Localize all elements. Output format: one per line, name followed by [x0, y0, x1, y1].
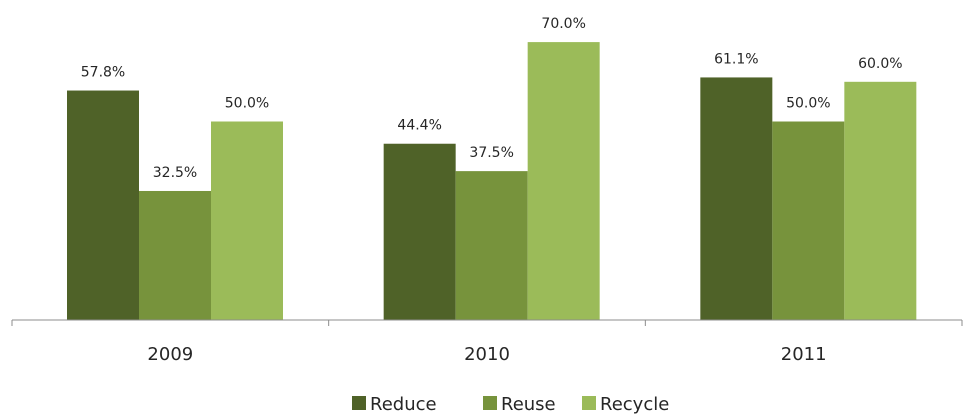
data-labels-group: 57.8% 32.5% 50.0% 44.4% 37.5% 70.0% 61.1% 50.0%… [81, 16, 903, 181]
x-axis: 2009 2010 2011 [11, 319, 963, 365]
bar-recycle-2010 [527, 42, 600, 320]
bar-recycle-2011 [844, 81, 917, 320]
legend-label-reuse: Reuse [501, 394, 556, 415]
x-tick-label-2009: 2009 [147, 344, 193, 365]
data-label-reduce-2010: 44.4% [397, 118, 441, 134]
bar-reuse-2010 [455, 171, 528, 320]
bar-recycle-2009 [211, 121, 283, 320]
bar-reuse-2011 [772, 121, 845, 320]
legend-swatch-reduce [352, 396, 366, 410]
bar-reduce-2010 [383, 143, 456, 320]
legend-label-recycle: Recycle [600, 394, 669, 415]
data-label-recycle-2010: 70.0% [541, 16, 585, 32]
legend-label-reduce: Reduce [370, 394, 437, 415]
bar-reuse-2009 [139, 190, 211, 320]
data-label-reuse-2009: 32.5% [153, 165, 197, 181]
x-tick-label-2010: 2010 [464, 344, 510, 365]
data-label-recycle-2011: 60.0% [858, 56, 902, 72]
legend: Reduce Reuse Recycle [352, 394, 669, 415]
bars-group [67, 42, 917, 320]
data-label-reduce-2011: 61.1% [714, 51, 758, 67]
data-label-recycle-2009: 50.0% [225, 96, 269, 112]
data-label-reduce-2009: 57.8% [81, 65, 125, 81]
bar-reduce-2009 [67, 90, 139, 320]
data-label-reuse-2010: 37.5% [469, 145, 513, 161]
legend-swatch-recycle [582, 396, 596, 410]
x-tick-label-2011: 2011 [781, 344, 827, 365]
bar-reduce-2011 [700, 77, 773, 320]
legend-swatch-reuse [483, 396, 497, 410]
data-label-reuse-2011: 50.0% [786, 96, 830, 112]
